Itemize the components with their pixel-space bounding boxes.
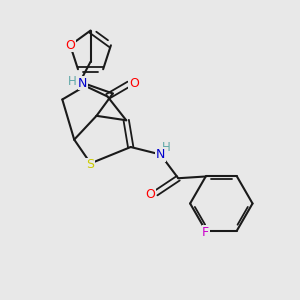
Text: S: S xyxy=(86,158,94,171)
Text: O: O xyxy=(65,39,75,52)
Text: F: F xyxy=(202,226,209,238)
Text: N: N xyxy=(156,148,165,161)
Text: H: H xyxy=(161,140,170,154)
Text: H: H xyxy=(68,75,77,88)
Text: O: O xyxy=(145,188,155,201)
Text: O: O xyxy=(129,77,139,90)
Text: N: N xyxy=(78,76,88,90)
